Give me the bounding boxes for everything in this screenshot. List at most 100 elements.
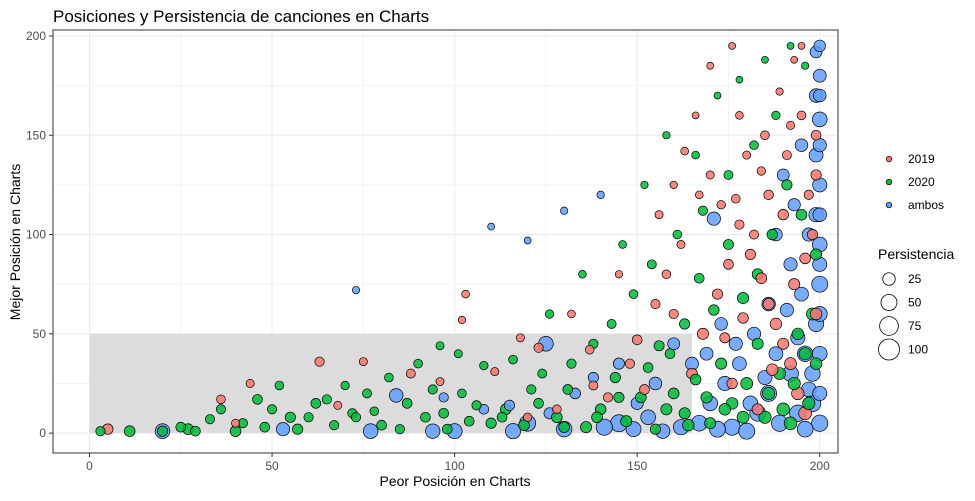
- point-2019: [788, 278, 801, 291]
- legend-size-key: [878, 338, 900, 361]
- point-2019: [766, 363, 779, 376]
- point-2020: [749, 140, 759, 150]
- point-2019: [245, 379, 255, 388]
- point-ambos: [811, 414, 829, 432]
- point-2020: [761, 55, 769, 64]
- point-2019: [756, 166, 766, 176]
- point-ambos: [794, 286, 809, 302]
- y-axis-label: Mejor Posición en Charts: [7, 164, 23, 320]
- point-2020: [653, 340, 665, 352]
- point-2019: [533, 342, 544, 353]
- y-tick-label: 0: [39, 426, 46, 440]
- point-2020: [735, 75, 744, 84]
- point-ambos: [505, 423, 522, 440]
- point-2019: [742, 150, 752, 160]
- point-2019: [668, 308, 679, 320]
- point-2020: [771, 110, 781, 120]
- point-2020: [591, 411, 603, 424]
- point-2020: [292, 423, 304, 435]
- point-2019: [797, 42, 806, 50]
- point-2020: [537, 368, 548, 379]
- y-tick-label: 200: [26, 29, 46, 43]
- point-2019: [631, 334, 643, 346]
- point-2019: [661, 269, 672, 280]
- legend-label-ambos: ambos: [908, 198, 944, 212]
- legend-size: Persistencia 25 50 75 100: [878, 246, 954, 361]
- point-2019: [809, 307, 823, 321]
- point-2020: [810, 248, 823, 261]
- y-axis-ticks: 0 50 100 150 200: [26, 29, 53, 440]
- point-2020: [758, 410, 772, 424]
- point-2020: [544, 309, 555, 319]
- point-2019: [762, 298, 775, 311]
- point-2019: [784, 357, 797, 370]
- point-ambos: [787, 198, 801, 212]
- legend-size-key: [880, 294, 898, 311]
- point-2020: [672, 229, 683, 240]
- point-2020: [427, 384, 438, 395]
- point-2020: [394, 424, 405, 435]
- point-2020: [252, 394, 263, 405]
- point-2020: [762, 386, 776, 400]
- point-2020: [215, 404, 226, 415]
- x-tick-label: 100: [445, 459, 465, 473]
- point-2020: [267, 404, 278, 415]
- point-2020: [384, 372, 394, 383]
- data-points: [95, 39, 829, 440]
- point-2020: [783, 416, 798, 430]
- point-2019: [719, 332, 731, 344]
- x-tick-label: 50: [265, 459, 279, 473]
- point-2020: [667, 387, 680, 400]
- point-2019: [231, 418, 240, 428]
- point-2019: [775, 87, 784, 96]
- point-2020: [435, 341, 445, 351]
- point-ambos: [714, 317, 728, 331]
- point-2020: [693, 272, 705, 284]
- point-2019: [680, 146, 689, 156]
- point-2019: [676, 240, 686, 249]
- legend-color: 2019 2020 ambos: [885, 152, 944, 212]
- point-2020: [618, 240, 627, 249]
- point-2020: [329, 420, 340, 431]
- point-2019: [744, 248, 756, 260]
- point-2020: [642, 362, 654, 373]
- point-2020: [340, 380, 350, 391]
- legend-size-title: Persistencia: [878, 246, 954, 262]
- point-2020: [689, 373, 702, 386]
- point-2020: [303, 412, 314, 423]
- point-2019: [810, 129, 822, 141]
- point-ambos: [596, 190, 605, 199]
- point-ambos: [728, 336, 743, 351]
- point-2019: [333, 400, 343, 410]
- legend-label-2019: 2019: [908, 152, 935, 166]
- point-ambos: [523, 236, 532, 245]
- point-2019: [695, 190, 704, 200]
- point-ambos: [796, 420, 814, 438]
- x-axis-label: Peor Posición en Charts: [380, 473, 531, 489]
- point-2019: [781, 150, 792, 161]
- point-2019: [711, 288, 724, 300]
- point-2020: [700, 391, 713, 404]
- point-2020: [776, 402, 790, 416]
- point-2020: [562, 384, 574, 395]
- point-2020: [401, 398, 413, 409]
- point-2020: [274, 380, 285, 391]
- point-2020: [809, 357, 823, 370]
- point-2020: [718, 403, 731, 416]
- point-ambos: [783, 257, 798, 272]
- point-2019: [810, 169, 822, 181]
- point-2019: [777, 209, 789, 221]
- point-ambos: [732, 356, 747, 371]
- point-ambos: [812, 207, 827, 222]
- point-2019: [755, 272, 768, 284]
- point-2020: [791, 327, 804, 340]
- point-2020: [740, 377, 754, 390]
- point-ambos: [351, 286, 361, 295]
- point-ambos: [706, 211, 721, 226]
- point-ambos: [723, 418, 741, 436]
- point-2019: [457, 315, 466, 324]
- point-2019: [639, 384, 650, 395]
- point-2020: [310, 398, 322, 409]
- point-2020: [533, 398, 544, 409]
